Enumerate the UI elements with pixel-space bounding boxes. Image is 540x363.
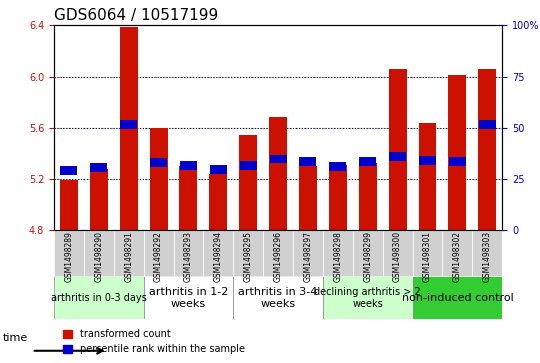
Bar: [329, 165, 347, 230]
Bar: [323, 230, 353, 277]
Text: GSM1498300: GSM1498300: [393, 231, 402, 282]
Bar: [353, 230, 383, 277]
Bar: [120, 120, 137, 129]
Bar: [299, 166, 317, 230]
Bar: [418, 123, 436, 230]
Text: GSM1498296: GSM1498296: [274, 231, 282, 282]
Bar: [413, 277, 502, 319]
Text: GSM1498289: GSM1498289: [64, 231, 73, 282]
Bar: [150, 128, 167, 230]
Text: GSM1498295: GSM1498295: [244, 231, 253, 282]
Bar: [323, 277, 413, 319]
Bar: [179, 166, 198, 230]
Bar: [180, 161, 197, 170]
Bar: [233, 277, 323, 319]
Text: declining arthritis > 2
weeks: declining arthritis > 2 weeks: [314, 287, 421, 309]
Bar: [448, 75, 467, 230]
Bar: [442, 230, 472, 277]
Text: GSM1498299: GSM1498299: [363, 231, 372, 282]
Bar: [239, 135, 257, 230]
Bar: [449, 157, 466, 166]
Legend: transformed count, percentile rank within the sample: transformed count, percentile rank withi…: [59, 326, 249, 358]
Text: GDS6064 / 10517199: GDS6064 / 10517199: [54, 8, 218, 23]
Bar: [60, 180, 78, 230]
Bar: [413, 230, 442, 277]
Bar: [359, 157, 376, 166]
Bar: [263, 230, 293, 277]
Bar: [419, 156, 436, 165]
Bar: [144, 230, 173, 277]
Text: non-induced control: non-induced control: [402, 293, 513, 303]
Text: GSM1498301: GSM1498301: [423, 231, 432, 282]
Bar: [329, 162, 346, 171]
Bar: [479, 120, 496, 129]
Text: GSM1498294: GSM1498294: [214, 231, 223, 282]
Bar: [210, 165, 227, 174]
Bar: [54, 277, 144, 319]
Bar: [84, 230, 114, 277]
Bar: [210, 174, 227, 230]
Bar: [90, 168, 108, 230]
Bar: [389, 69, 407, 230]
Bar: [269, 118, 287, 230]
Bar: [60, 166, 77, 175]
Bar: [204, 230, 233, 277]
Bar: [120, 27, 138, 230]
Bar: [54, 230, 84, 277]
Bar: [300, 157, 316, 166]
Bar: [383, 230, 413, 277]
Text: GSM1498297: GSM1498297: [303, 231, 313, 282]
Text: arthritis in 0-3 days: arthritis in 0-3 days: [51, 293, 147, 303]
Text: GSM1498292: GSM1498292: [154, 231, 163, 282]
Bar: [150, 158, 167, 167]
Bar: [144, 277, 233, 319]
Text: GSM1498290: GSM1498290: [94, 231, 103, 282]
Text: arthritis in 1-2
weeks: arthritis in 1-2 weeks: [149, 287, 228, 309]
Bar: [359, 163, 377, 230]
Text: GSM1498303: GSM1498303: [483, 231, 492, 282]
Text: GSM1498298: GSM1498298: [333, 231, 342, 282]
Bar: [173, 230, 204, 277]
Bar: [293, 230, 323, 277]
Text: GSM1498302: GSM1498302: [453, 231, 462, 282]
Bar: [478, 69, 496, 230]
Bar: [472, 230, 502, 277]
Bar: [269, 155, 287, 163]
Text: time: time: [3, 333, 28, 343]
Bar: [233, 230, 263, 277]
Text: GSM1498293: GSM1498293: [184, 231, 193, 282]
Text: arthritis in 3-4
weeks: arthritis in 3-4 weeks: [239, 287, 318, 309]
Bar: [240, 161, 256, 170]
Bar: [114, 230, 144, 277]
Bar: [90, 163, 107, 172]
Text: GSM1498291: GSM1498291: [124, 231, 133, 282]
Bar: [389, 152, 406, 161]
